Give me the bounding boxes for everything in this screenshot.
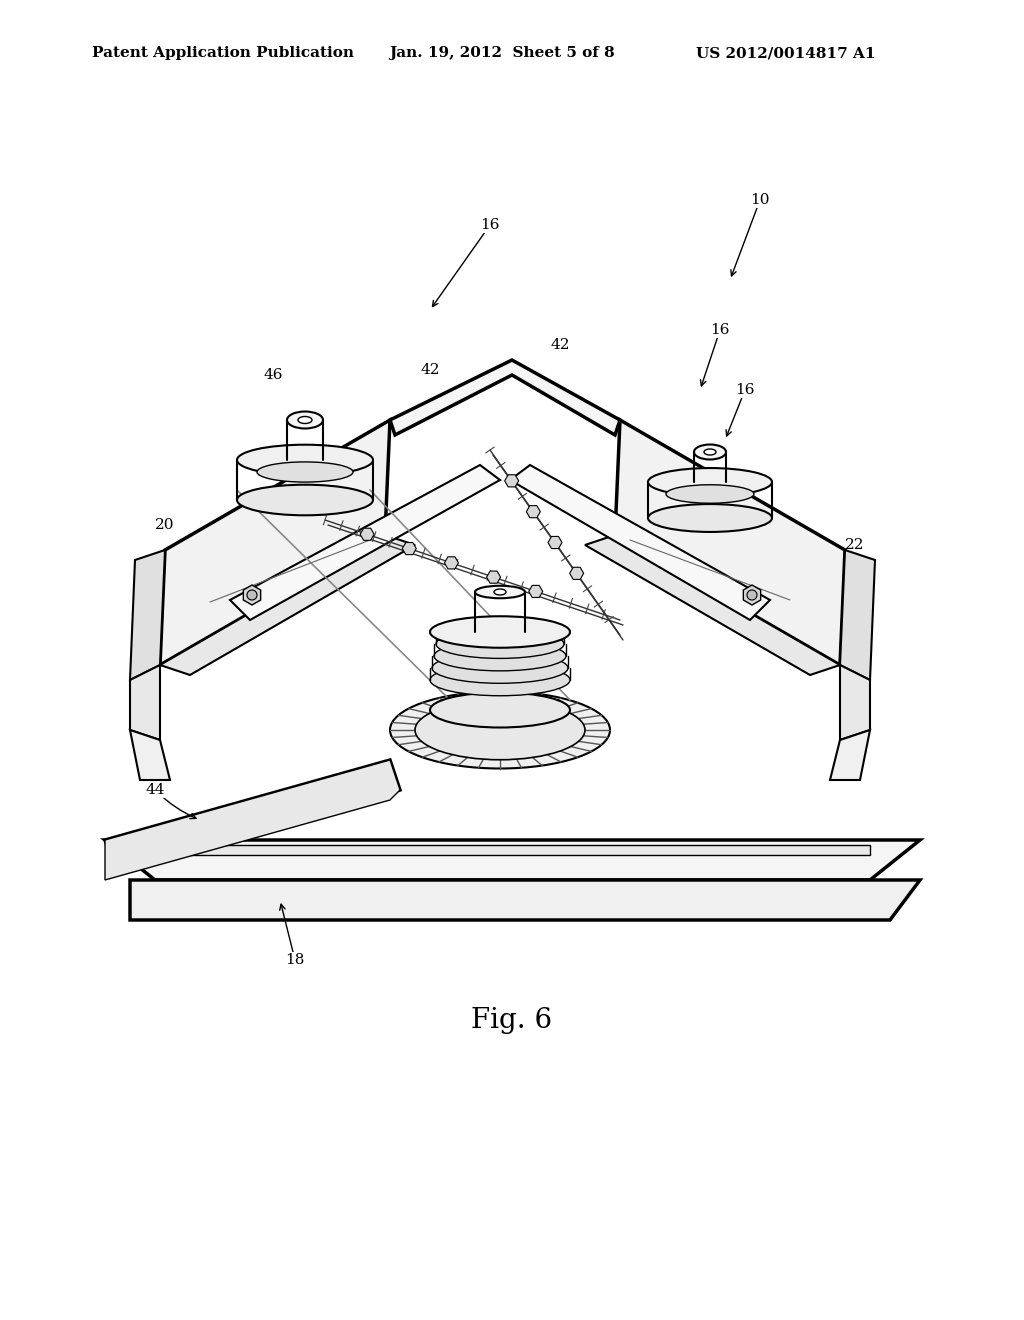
- Polygon shape: [130, 730, 170, 780]
- Text: 18: 18: [286, 953, 305, 968]
- Ellipse shape: [436, 630, 564, 659]
- Ellipse shape: [432, 652, 568, 684]
- Ellipse shape: [257, 462, 353, 482]
- Polygon shape: [160, 535, 415, 675]
- Polygon shape: [390, 360, 620, 436]
- Ellipse shape: [494, 589, 506, 595]
- Polygon shape: [130, 665, 160, 741]
- Text: 42: 42: [420, 363, 439, 378]
- Text: 42: 42: [550, 338, 569, 352]
- Text: US 2012/0014817 A1: US 2012/0014817 A1: [696, 46, 876, 61]
- Text: 46: 46: [263, 368, 283, 381]
- Ellipse shape: [666, 484, 754, 503]
- Polygon shape: [130, 550, 165, 680]
- Ellipse shape: [237, 484, 373, 515]
- Polygon shape: [402, 543, 417, 554]
- Ellipse shape: [430, 616, 570, 648]
- Text: 10: 10: [751, 193, 770, 207]
- Polygon shape: [548, 536, 562, 549]
- Ellipse shape: [415, 700, 585, 760]
- Polygon shape: [743, 585, 761, 605]
- Text: 16: 16: [480, 218, 500, 232]
- Polygon shape: [105, 840, 920, 880]
- Polygon shape: [130, 880, 920, 920]
- Ellipse shape: [298, 417, 312, 424]
- Polygon shape: [526, 506, 541, 517]
- Ellipse shape: [287, 412, 323, 429]
- Polygon shape: [105, 760, 400, 880]
- Polygon shape: [160, 420, 390, 665]
- Polygon shape: [444, 557, 459, 569]
- Text: Patent Application Publication: Patent Application Publication: [92, 46, 354, 61]
- Text: Fig. 6: Fig. 6: [471, 1006, 553, 1034]
- Ellipse shape: [694, 445, 726, 459]
- Ellipse shape: [705, 449, 716, 455]
- Polygon shape: [585, 535, 840, 675]
- Text: 20: 20: [156, 517, 175, 532]
- Ellipse shape: [434, 642, 566, 671]
- Polygon shape: [840, 665, 870, 741]
- Polygon shape: [230, 465, 500, 620]
- Circle shape: [247, 590, 257, 601]
- Polygon shape: [105, 760, 400, 870]
- Polygon shape: [510, 465, 770, 620]
- Polygon shape: [528, 585, 543, 598]
- Text: 16: 16: [711, 323, 730, 337]
- Polygon shape: [486, 572, 501, 583]
- Polygon shape: [840, 550, 874, 680]
- Polygon shape: [615, 420, 845, 665]
- Ellipse shape: [648, 504, 772, 532]
- Text: Jan. 19, 2012  Sheet 5 of 8: Jan. 19, 2012 Sheet 5 of 8: [389, 46, 614, 61]
- Ellipse shape: [430, 664, 570, 696]
- Polygon shape: [155, 845, 870, 855]
- Polygon shape: [244, 585, 261, 605]
- Ellipse shape: [648, 469, 772, 496]
- Polygon shape: [360, 528, 374, 540]
- Ellipse shape: [475, 586, 525, 598]
- Polygon shape: [569, 568, 584, 579]
- Polygon shape: [505, 475, 519, 487]
- Ellipse shape: [430, 693, 570, 727]
- Ellipse shape: [390, 692, 610, 768]
- Polygon shape: [830, 730, 870, 780]
- Ellipse shape: [237, 445, 373, 475]
- Circle shape: [746, 590, 757, 601]
- Text: 16: 16: [735, 383, 755, 397]
- Text: 22: 22: [845, 539, 864, 552]
- Text: 44: 44: [145, 783, 165, 797]
